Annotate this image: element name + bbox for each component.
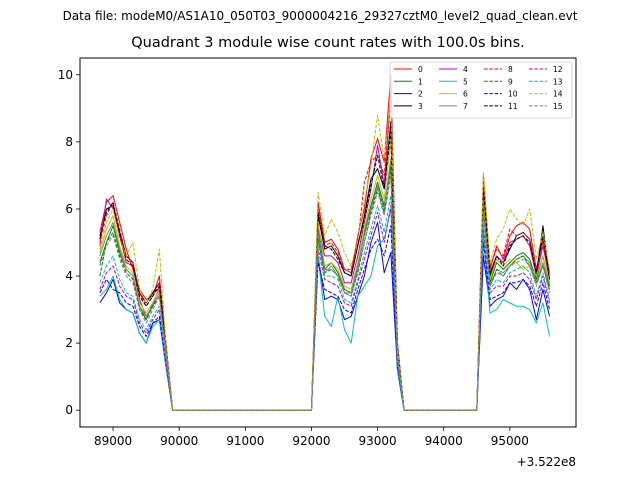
data-file-label: Data file: modeM0/AS1A10_050T03_90000042… (62, 9, 578, 23)
y-axis-ticks: 0 2 4 6 8 10 (58, 68, 80, 417)
x-tick-label: 91000 (226, 434, 264, 448)
x-tick-label: 95000 (491, 434, 529, 448)
legend-label-0: 0 (418, 65, 423, 74)
legend-label-2: 2 (418, 90, 423, 99)
series-line-8 (99, 101, 551, 411)
legend-label-15: 15 (553, 102, 563, 111)
legend-label-9: 9 (508, 77, 513, 86)
series-line-5 (99, 208, 551, 411)
axes-frame (79, 57, 577, 428)
y-tick-label: 10 (58, 68, 73, 82)
y-tick-label: 2 (65, 336, 73, 350)
y-tick-label: 0 (65, 403, 73, 417)
x-tick-label: 93000 (359, 434, 397, 448)
x-tick-label: 89000 (94, 434, 132, 448)
series-line-12 (99, 205, 551, 411)
y-tick-label: 4 (65, 269, 73, 283)
legend-label-7: 7 (463, 102, 468, 111)
x-axis-offset-label: +3.522e8 (517, 455, 576, 469)
x-tick-label: 90000 (160, 434, 198, 448)
legend-label-3: 3 (418, 102, 423, 111)
legend-label-12: 12 (553, 65, 563, 74)
series-line-13 (99, 195, 551, 411)
x-tick-label: 92000 (292, 434, 330, 448)
chart-title: Quadrant 3 module wise count rates with … (131, 35, 525, 51)
y-tick-label: 8 (65, 135, 73, 149)
series-line-11 (99, 131, 551, 411)
legend-label-11: 11 (508, 102, 518, 111)
series-line-10 (99, 225, 551, 411)
series-line-14 (99, 97, 551, 411)
legend-box (389, 61, 573, 119)
legend-label-4: 4 (463, 65, 468, 74)
series-line-7 (99, 158, 551, 411)
legend-label-6: 6 (463, 90, 468, 99)
x-axis-ticks: 89000 90000 91000 92000 93000 94000 95000 (94, 427, 529, 448)
legend-label-1: 1 (418, 77, 423, 86)
y-tick-label: 6 (65, 202, 73, 216)
legend-label-5: 5 (463, 77, 468, 86)
legend-label-10: 10 (508, 90, 518, 99)
legend-label-14: 14 (553, 90, 563, 99)
legend-label-8: 8 (508, 65, 513, 74)
legend-label-13: 13 (553, 77, 563, 86)
series-line-6 (99, 141, 551, 411)
series-line-15 (99, 174, 551, 411)
x-tick-label: 94000 (425, 434, 463, 448)
